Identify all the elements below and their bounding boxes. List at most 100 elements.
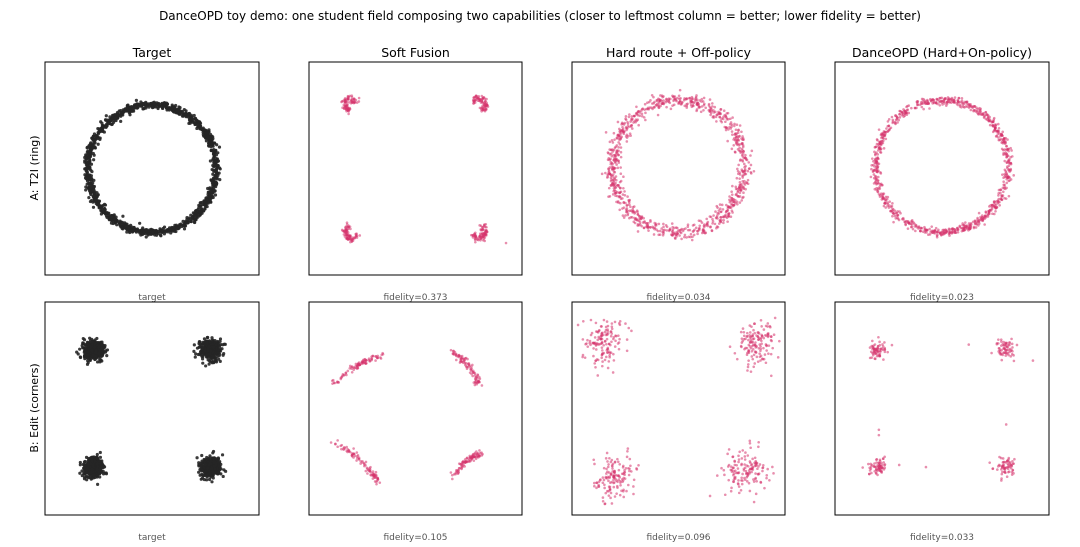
scatter-point bbox=[607, 186, 611, 190]
scatter-point bbox=[643, 108, 646, 111]
scatter-point bbox=[947, 227, 951, 231]
scatter-point bbox=[896, 214, 900, 217]
scatter-point bbox=[677, 94, 681, 98]
scatter-point bbox=[615, 144, 619, 147]
scatter-point bbox=[736, 131, 740, 134]
scatter-point bbox=[482, 107, 486, 110]
scatter-point bbox=[627, 199, 631, 203]
scatter-point bbox=[960, 99, 964, 103]
scatter-point bbox=[608, 172, 612, 176]
scatter-point bbox=[898, 116, 902, 119]
scatter-point bbox=[655, 98, 659, 102]
scatter-point bbox=[722, 221, 725, 225]
scatter-point bbox=[98, 349, 102, 353]
scatter-point bbox=[618, 180, 622, 184]
scatter-point bbox=[729, 215, 733, 218]
scatter-point bbox=[951, 227, 954, 230]
scatter-point bbox=[714, 210, 717, 213]
scatter-point bbox=[877, 169, 880, 173]
scatter-point bbox=[871, 157, 874, 160]
scatter-point bbox=[871, 170, 875, 174]
scatter-point bbox=[626, 120, 629, 124]
scatter-point bbox=[876, 157, 879, 160]
scatter-point bbox=[927, 102, 930, 106]
scatter-point bbox=[100, 121, 104, 125]
scatter-point bbox=[628, 113, 631, 116]
scatter-point bbox=[357, 96, 361, 100]
scatter-point bbox=[104, 472, 109, 476]
scatter-point bbox=[880, 139, 884, 143]
scatter-point bbox=[729, 117, 732, 121]
scatter-point bbox=[95, 462, 99, 466]
scatter-point bbox=[212, 176, 216, 180]
scatter-point bbox=[200, 461, 204, 466]
scatter-point bbox=[738, 124, 742, 127]
scatter-point bbox=[152, 102, 157, 106]
scatter-point bbox=[184, 112, 188, 116]
scatter-point bbox=[210, 336, 214, 340]
scatter-point bbox=[616, 200, 620, 203]
scatter-point bbox=[697, 106, 701, 109]
scatter-point bbox=[1005, 144, 1008, 148]
scatter-point bbox=[336, 380, 339, 384]
scatter-point bbox=[972, 226, 976, 230]
scatter-point bbox=[624, 201, 627, 205]
scatter-point bbox=[351, 100, 354, 104]
scatter-point bbox=[736, 189, 740, 193]
scatter-point bbox=[208, 461, 213, 465]
scatter-point bbox=[717, 222, 721, 225]
scatter-point bbox=[665, 229, 669, 232]
scatter-point bbox=[715, 226, 718, 230]
scatter-point bbox=[345, 228, 349, 232]
scatter-point bbox=[223, 342, 227, 346]
scatter-point bbox=[742, 150, 745, 153]
scatter-point bbox=[737, 129, 740, 132]
subplot-caption: fidelity=0.373 bbox=[383, 293, 447, 303]
scatter-point bbox=[86, 350, 90, 354]
scatter-point bbox=[139, 104, 143, 108]
scatter-point bbox=[735, 136, 738, 139]
scatter-point bbox=[714, 110, 717, 114]
scatter-point bbox=[738, 181, 742, 184]
scatter-point bbox=[725, 126, 729, 130]
scatter-point bbox=[212, 182, 216, 187]
scatter-point bbox=[739, 158, 742, 161]
scatter-point bbox=[91, 188, 95, 192]
scatter-point bbox=[144, 106, 148, 110]
scatter-point bbox=[910, 223, 914, 226]
scatter-point bbox=[886, 124, 889, 128]
scatter-point bbox=[96, 142, 100, 146]
scatter-point bbox=[690, 238, 694, 242]
scatter-point bbox=[144, 100, 148, 104]
scatter-point bbox=[660, 102, 664, 106]
scatter-point bbox=[900, 110, 903, 113]
scatter-point bbox=[107, 211, 111, 215]
scatter-point bbox=[878, 187, 882, 190]
scatter-point bbox=[171, 229, 175, 233]
scatter-point bbox=[80, 344, 84, 348]
scatter-point bbox=[744, 153, 747, 157]
scatter-point bbox=[876, 179, 880, 182]
row-label-edit-corners: B: Edit (corners) bbox=[28, 363, 41, 452]
scatter-point bbox=[91, 205, 96, 209]
scatter-point bbox=[199, 124, 203, 128]
scatter-point bbox=[342, 99, 345, 103]
scatter-point bbox=[972, 109, 975, 113]
scatter-point bbox=[738, 146, 741, 150]
scatter-point bbox=[698, 224, 702, 228]
scatter-point bbox=[608, 140, 612, 144]
scatter-point bbox=[872, 176, 876, 180]
scatter-point bbox=[725, 203, 728, 207]
scatter-point bbox=[906, 227, 910, 230]
scatter-point bbox=[125, 104, 129, 108]
scatter-point bbox=[898, 113, 901, 116]
scatter-point bbox=[1002, 190, 1005, 194]
scatter-point bbox=[671, 234, 674, 237]
scatter-point bbox=[625, 136, 629, 139]
scatter-point bbox=[731, 116, 734, 119]
scatter-point bbox=[147, 232, 151, 236]
scatter-point bbox=[680, 227, 684, 231]
scatter-point bbox=[652, 95, 655, 99]
scatter-point bbox=[370, 358, 373, 362]
scatter-point bbox=[968, 105, 972, 108]
